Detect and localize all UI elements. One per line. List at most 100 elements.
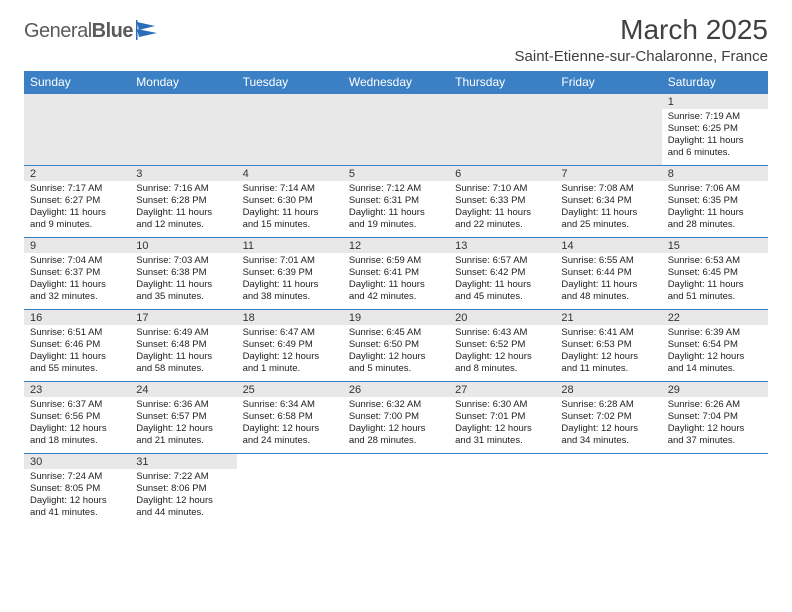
daylight-line: Daylight: 11 hours and 28 minutes.	[668, 207, 762, 231]
day-data: Sunrise: 6:32 AMSunset: 7:00 PMDaylight:…	[343, 397, 449, 451]
calendar-day: 10Sunrise: 7:03 AMSunset: 6:38 PMDayligh…	[130, 238, 236, 310]
sunset-line: Sunset: 6:33 PM	[455, 195, 549, 207]
day-data: Sunrise: 6:55 AMSunset: 6:44 PMDaylight:…	[555, 253, 661, 307]
day-header: Saturday	[662, 71, 768, 94]
calendar-day: 21Sunrise: 6:41 AMSunset: 6:53 PMDayligh…	[555, 310, 661, 382]
daylight-line: Daylight: 12 hours and 41 minutes.	[30, 495, 124, 519]
calendar-day: 23Sunrise: 6:37 AMSunset: 6:56 PMDayligh…	[24, 382, 130, 454]
sunrise-line: Sunrise: 6:41 AM	[561, 327, 655, 339]
calendar-day: 11Sunrise: 7:01 AMSunset: 6:39 PMDayligh…	[237, 238, 343, 310]
day-data: Sunrise: 6:36 AMSunset: 6:57 PMDaylight:…	[130, 397, 236, 451]
sunrise-line: Sunrise: 6:49 AM	[136, 327, 230, 339]
sunrise-line: Sunrise: 6:57 AM	[455, 255, 549, 267]
day-data: Sunrise: 6:26 AMSunset: 7:04 PMDaylight:…	[662, 397, 768, 451]
daylight-line: Daylight: 11 hours and 48 minutes.	[561, 279, 655, 303]
calendar-day-empty	[24, 94, 130, 166]
calendar-week: 23Sunrise: 6:37 AMSunset: 6:56 PMDayligh…	[24, 382, 768, 454]
day-number: 30	[24, 454, 130, 469]
calendar-day: 27Sunrise: 6:30 AMSunset: 7:01 PMDayligh…	[449, 382, 555, 454]
sunset-line: Sunset: 6:28 PM	[136, 195, 230, 207]
calendar-day: 28Sunrise: 6:28 AMSunset: 7:02 PMDayligh…	[555, 382, 661, 454]
sunset-line: Sunset: 6:49 PM	[243, 339, 337, 351]
daylight-line: Daylight: 12 hours and 1 minute.	[243, 351, 337, 375]
daylight-line: Daylight: 12 hours and 28 minutes.	[349, 423, 443, 447]
day-header: Sunday	[24, 71, 130, 94]
sunset-line: Sunset: 6:53 PM	[561, 339, 655, 351]
sunset-line: Sunset: 6:35 PM	[668, 195, 762, 207]
sunset-line: Sunset: 6:56 PM	[30, 411, 124, 423]
calendar-day: 25Sunrise: 6:34 AMSunset: 6:58 PMDayligh…	[237, 382, 343, 454]
day-number: 4	[237, 166, 343, 181]
day-data: Sunrise: 7:17 AMSunset: 6:27 PMDaylight:…	[24, 181, 130, 235]
day-header: Thursday	[449, 71, 555, 94]
sunset-line: Sunset: 6:48 PM	[136, 339, 230, 351]
calendar-day: 9Sunrise: 7:04 AMSunset: 6:37 PMDaylight…	[24, 238, 130, 310]
day-number: 9	[24, 238, 130, 253]
daylight-line: Daylight: 12 hours and 34 minutes.	[561, 423, 655, 447]
calendar-table: SundayMondayTuesdayWednesdayThursdayFrid…	[24, 71, 768, 526]
sunset-line: Sunset: 6:50 PM	[349, 339, 443, 351]
sunrise-line: Sunrise: 7:19 AM	[668, 111, 762, 123]
sunrise-line: Sunrise: 6:53 AM	[668, 255, 762, 267]
calendar-day: 26Sunrise: 6:32 AMSunset: 7:00 PMDayligh…	[343, 382, 449, 454]
day-data: Sunrise: 7:14 AMSunset: 6:30 PMDaylight:…	[237, 181, 343, 235]
title-block: March 2025 Saint-Etienne-sur-Chalaronne,…	[515, 14, 768, 65]
sunrise-line: Sunrise: 7:24 AM	[30, 471, 124, 483]
day-data: Sunrise: 6:37 AMSunset: 6:56 PMDaylight:…	[24, 397, 130, 451]
location: Saint-Etienne-sur-Chalaronne, France	[515, 48, 768, 65]
day-data: Sunrise: 7:24 AMSunset: 8:05 PMDaylight:…	[24, 469, 130, 523]
day-number: 22	[662, 310, 768, 325]
day-number: 5	[343, 166, 449, 181]
calendar-week: 9Sunrise: 7:04 AMSunset: 6:37 PMDaylight…	[24, 238, 768, 310]
day-number: 23	[24, 382, 130, 397]
calendar-day: 20Sunrise: 6:43 AMSunset: 6:52 PMDayligh…	[449, 310, 555, 382]
sunrise-line: Sunrise: 7:22 AM	[136, 471, 230, 483]
sunrise-line: Sunrise: 7:16 AM	[136, 183, 230, 195]
day-number: 11	[237, 238, 343, 253]
calendar-day: 29Sunrise: 6:26 AMSunset: 7:04 PMDayligh…	[662, 382, 768, 454]
calendar-week: 30Sunrise: 7:24 AMSunset: 8:05 PMDayligh…	[24, 454, 768, 526]
daylight-line: Daylight: 11 hours and 51 minutes.	[668, 279, 762, 303]
header: GeneralBlue March 2025 Saint-Etienne-sur…	[24, 14, 768, 65]
sunrise-line: Sunrise: 6:43 AM	[455, 327, 549, 339]
calendar-day-empty	[343, 454, 449, 526]
sunset-line: Sunset: 6:38 PM	[136, 267, 230, 279]
daylight-line: Daylight: 12 hours and 24 minutes.	[243, 423, 337, 447]
sunset-line: Sunset: 6:25 PM	[668, 123, 762, 135]
daylight-line: Daylight: 12 hours and 5 minutes.	[349, 351, 443, 375]
sunrise-line: Sunrise: 6:51 AM	[30, 327, 124, 339]
day-data: Sunrise: 7:08 AMSunset: 6:34 PMDaylight:…	[555, 181, 661, 235]
daylight-line: Daylight: 11 hours and 58 minutes.	[136, 351, 230, 375]
sunrise-line: Sunrise: 6:34 AM	[243, 399, 337, 411]
daylight-line: Daylight: 11 hours and 32 minutes.	[30, 279, 124, 303]
day-data: Sunrise: 7:03 AMSunset: 6:38 PMDaylight:…	[130, 253, 236, 307]
day-number: 7	[555, 166, 661, 181]
daylight-line: Daylight: 12 hours and 18 minutes.	[30, 423, 124, 447]
day-data: Sunrise: 6:51 AMSunset: 6:46 PMDaylight:…	[24, 325, 130, 379]
sunrise-line: Sunrise: 6:59 AM	[349, 255, 443, 267]
calendar-body: 1Sunrise: 7:19 AMSunset: 6:25 PMDaylight…	[24, 94, 768, 526]
sunrise-line: Sunrise: 7:06 AM	[668, 183, 762, 195]
day-data: Sunrise: 6:30 AMSunset: 7:01 PMDaylight:…	[449, 397, 555, 451]
day-number: 24	[130, 382, 236, 397]
day-data: Sunrise: 7:04 AMSunset: 6:37 PMDaylight:…	[24, 253, 130, 307]
sunrise-line: Sunrise: 7:08 AM	[561, 183, 655, 195]
sunrise-line: Sunrise: 7:04 AM	[30, 255, 124, 267]
sunrise-line: Sunrise: 6:36 AM	[136, 399, 230, 411]
day-number: 8	[662, 166, 768, 181]
day-data: Sunrise: 6:53 AMSunset: 6:45 PMDaylight:…	[662, 253, 768, 307]
sunrise-line: Sunrise: 6:47 AM	[243, 327, 337, 339]
sunrise-line: Sunrise: 6:30 AM	[455, 399, 549, 411]
day-number: 31	[130, 454, 236, 469]
calendar-week: 16Sunrise: 6:51 AMSunset: 6:46 PMDayligh…	[24, 310, 768, 382]
calendar-week: 2Sunrise: 7:17 AMSunset: 6:27 PMDaylight…	[24, 166, 768, 238]
sunrise-line: Sunrise: 7:17 AM	[30, 183, 124, 195]
calendar-day: 15Sunrise: 6:53 AMSunset: 6:45 PMDayligh…	[662, 238, 768, 310]
daylight-line: Daylight: 12 hours and 31 minutes.	[455, 423, 549, 447]
sunset-line: Sunset: 6:31 PM	[349, 195, 443, 207]
day-data: Sunrise: 7:22 AMSunset: 8:06 PMDaylight:…	[130, 469, 236, 523]
daylight-line: Daylight: 12 hours and 14 minutes.	[668, 351, 762, 375]
calendar-day: 8 Sunrise: 7:06 AMSunset: 6:35 PMDaylight…	[662, 166, 768, 238]
calendar-day: 31Sunrise: 7:22 AMSunset: 8:06 PMDayligh…	[130, 454, 236, 526]
calendar-day: 4Sunrise: 7:14 AMSunset: 6:30 PMDaylight…	[237, 166, 343, 238]
